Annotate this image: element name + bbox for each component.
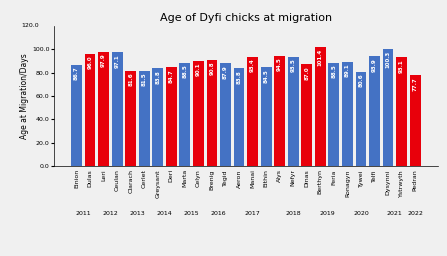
Bar [112,52,122,166]
Bar [234,68,245,166]
Text: 2014: 2014 [157,211,173,216]
Text: 86.7: 86.7 [74,67,79,80]
Bar [180,62,190,166]
Text: 2013: 2013 [130,211,145,216]
Text: 97.9: 97.9 [101,53,106,67]
Text: 84.7: 84.7 [169,69,174,82]
Text: 90.8: 90.8 [210,62,215,75]
Bar [193,61,204,166]
Text: 96.0: 96.0 [88,56,93,69]
Bar [369,56,380,166]
Title: Age of Dyfi chicks at migration: Age of Dyfi chicks at migration [160,13,332,24]
Bar [396,57,407,166]
Text: 87.9: 87.9 [223,65,228,79]
Bar [125,71,136,166]
Bar [247,57,258,166]
Bar [342,62,353,166]
Text: 87.0: 87.0 [304,66,309,80]
Text: 93.1: 93.1 [399,59,404,72]
Text: 2021: 2021 [387,211,403,216]
Text: 2016: 2016 [211,211,227,216]
Bar [383,49,393,166]
Bar [166,67,177,166]
Bar [410,75,421,166]
Text: 100.3: 100.3 [386,50,391,68]
Text: 2019: 2019 [319,211,335,216]
Text: 120.0: 120.0 [21,23,38,28]
Text: 101.4: 101.4 [318,49,323,67]
Bar [152,68,163,166]
Text: 2012: 2012 [102,211,118,216]
Text: 77.7: 77.7 [413,77,417,91]
Bar [84,54,96,166]
Bar [288,57,299,166]
Text: 81.5: 81.5 [142,72,147,86]
Text: 93.5: 93.5 [291,58,296,72]
Text: 83.8: 83.8 [155,70,160,84]
Text: 97.1: 97.1 [115,54,120,68]
Bar [98,51,109,166]
Text: 2018: 2018 [286,211,301,216]
Text: 93.9: 93.9 [372,58,377,72]
Bar [301,64,312,166]
Text: 2022: 2022 [407,211,423,216]
Text: 2011: 2011 [76,211,91,216]
Text: 81.6: 81.6 [128,72,133,86]
Bar [261,67,272,166]
Text: 88.5: 88.5 [331,64,337,78]
Text: 83.8: 83.8 [236,70,241,84]
Bar [329,62,339,166]
Bar [315,47,326,166]
Text: 2015: 2015 [184,211,199,216]
Text: 90.1: 90.1 [196,62,201,76]
Text: 88.5: 88.5 [182,64,187,78]
Text: 2020: 2020 [353,211,369,216]
Bar [274,56,285,166]
Bar [71,65,82,166]
Bar [355,72,367,166]
Text: 2017: 2017 [245,211,261,216]
Text: 93.4: 93.4 [250,59,255,72]
Text: 84.5: 84.5 [264,69,269,83]
Bar [139,71,150,166]
Text: 89.1: 89.1 [345,64,350,77]
Text: 80.6: 80.6 [358,73,363,87]
Bar [207,60,217,166]
Y-axis label: Age at Migration/Days: Age at Migration/Days [20,53,29,139]
Text: 94.5: 94.5 [277,57,282,71]
Bar [220,63,231,166]
